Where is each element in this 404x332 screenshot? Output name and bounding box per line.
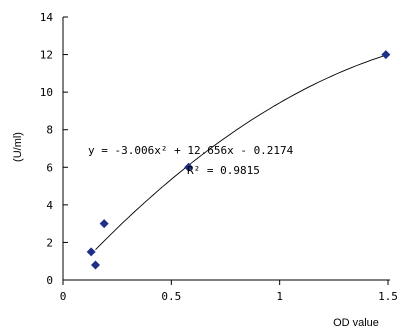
y-tick-label: 2 (46, 236, 53, 249)
y-tick-label: 4 (46, 199, 53, 212)
data-point (91, 260, 100, 270)
y-axis-title: (U/ml) (12, 132, 24, 162)
trendline (95, 54, 386, 251)
r-squared-label: R² = 0.9815 (187, 164, 260, 177)
y-tick-label: 10 (40, 86, 53, 99)
data-point (99, 219, 109, 229)
data-point (381, 50, 391, 60)
y-tick-label: 0 (46, 274, 53, 287)
x-axis-title: OD value (333, 317, 379, 329)
x-tick-label: 1 (276, 290, 283, 303)
plot-area: 0 2 4 6 8 10 12 14 0 0.5 1 1.5 y = -3.006x² + 12.6… (40, 11, 398, 303)
x-tick-label: 0 (60, 290, 67, 303)
y-tick-label: 6 (46, 161, 53, 174)
x-tick-label: 0.5 (161, 290, 181, 303)
x-tick-label: 1.5 (378, 290, 398, 303)
x-ticks: 0 0.5 1 1.5 (60, 280, 398, 303)
y-tick-label: 14 (40, 11, 54, 24)
y-tick-label: 8 (46, 124, 53, 137)
data-point (86, 247, 96, 257)
y-ticks: 0 2 4 6 8 10 12 14 (40, 11, 68, 287)
y-tick-label: 12 (40, 49, 53, 62)
data-point (184, 162, 194, 172)
trendline-equation: y = -3.006x² + 12.656x - 0.2174 (88, 144, 294, 157)
data-points (86, 50, 391, 270)
